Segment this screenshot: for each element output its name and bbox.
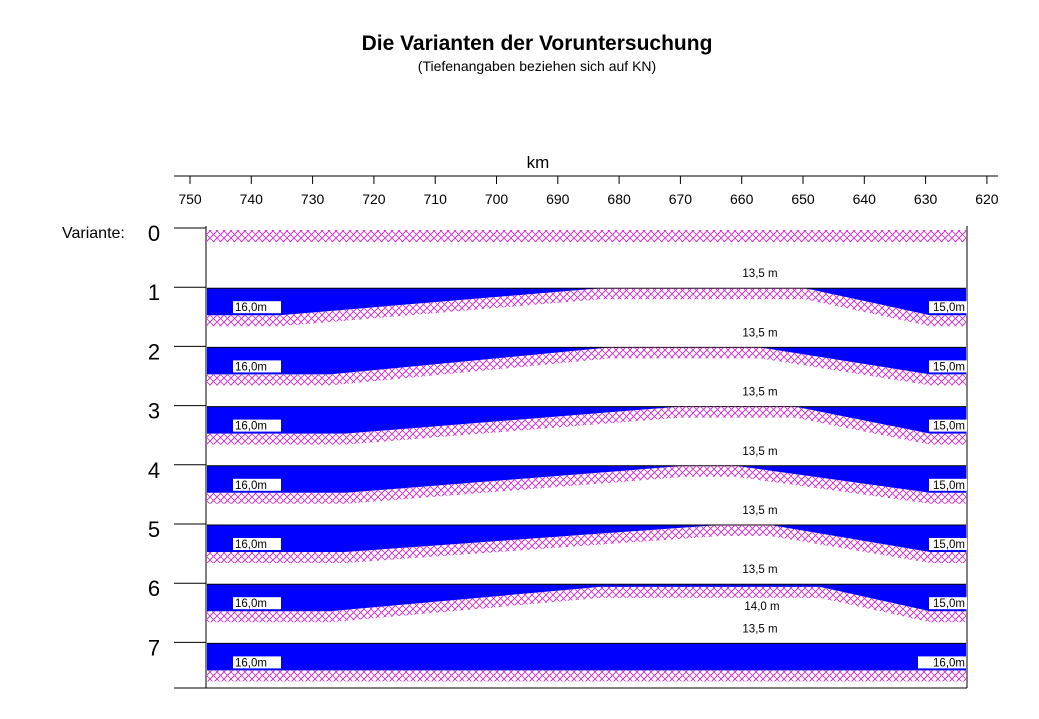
channel-water bbox=[207, 288, 966, 316]
variant-number: 0 bbox=[148, 221, 160, 246]
variant-row-2: 2 13,5 m 16,0m 15,0m bbox=[148, 327, 967, 386]
depth-label-right: 15,0m bbox=[933, 539, 965, 551]
variant-row-6: 6 13,5 m 16,0m 15,0m 14,0 m bbox=[148, 564, 967, 623]
depth-box-right bbox=[929, 597, 967, 610]
axis-unit-label: km bbox=[527, 153, 550, 172]
channel-water bbox=[207, 643, 966, 671]
depth-label-crest: 13,5 m bbox=[742, 505, 777, 517]
riverbed-hatch bbox=[207, 525, 966, 563]
axis-tick-label: 660 bbox=[730, 191, 754, 207]
axis-tick-label: 650 bbox=[791, 191, 815, 207]
riverbed-hatch bbox=[207, 288, 966, 327]
variant-number: 5 bbox=[148, 517, 160, 542]
channel-water bbox=[207, 525, 966, 552]
depth-label-right: 16,0m bbox=[933, 657, 965, 669]
variant-number: 7 bbox=[148, 635, 160, 660]
axis-tick-label: 680 bbox=[607, 191, 631, 207]
axis-tick-label: 750 bbox=[178, 191, 202, 207]
axis-tick-label: 620 bbox=[975, 191, 999, 207]
depth-box-right bbox=[929, 419, 967, 432]
depth-box-left bbox=[233, 478, 281, 491]
axis-tick-label: 640 bbox=[853, 191, 877, 207]
depth-box-left bbox=[233, 301, 281, 314]
depth-label-crest: 13,5 m bbox=[742, 387, 777, 399]
depth-label-left: 16,0m bbox=[235, 302, 267, 314]
depth-box-right bbox=[929, 538, 967, 550]
depth-box-right bbox=[918, 656, 966, 669]
riverbed-hatch bbox=[207, 670, 966, 682]
depth-box-left bbox=[233, 656, 281, 669]
riverbed-hatch bbox=[207, 465, 966, 504]
depth-box-right bbox=[929, 478, 967, 491]
axis-tick-label: 720 bbox=[362, 191, 386, 207]
depth-label-crest: 13,5 m bbox=[742, 623, 777, 635]
variant-row-3: 3 13,5 m 16,0m 15,0m bbox=[148, 387, 967, 445]
variant-axis-label: Variante: bbox=[62, 225, 125, 242]
variant-number: 3 bbox=[148, 399, 160, 424]
depth-box-left bbox=[233, 597, 281, 610]
depth-label-right: 15,0m bbox=[933, 302, 965, 314]
depth-label-right: 15,0m bbox=[933, 480, 965, 492]
variant-row-1: 1 13,5 m 16,0m 15,0m bbox=[148, 268, 967, 327]
depth-label-left: 16,0m bbox=[235, 421, 267, 433]
depth-box-left bbox=[233, 538, 281, 550]
page-subtitle: (Tiefenangaben beziehen sich auf KN) bbox=[418, 58, 656, 74]
channel-water bbox=[207, 584, 966, 612]
depth-label-crest: 13,5 m bbox=[742, 446, 777, 458]
axis-ticks: 750 740 730 720 710 700 690 680 670 660 650 640 630 6… bbox=[178, 176, 999, 207]
channel-water bbox=[207, 465, 966, 493]
riverbed-hatch bbox=[207, 406, 966, 445]
depth-box-right bbox=[929, 360, 967, 373]
variant-rows: 0 1 13,5 m 16,0m 15,0m 2 13,5 m 16,0m 15,0m 3 13,5… bbox=[148, 221, 967, 682]
depth-label-left: 16,0m bbox=[235, 539, 267, 551]
depth-label-right: 15,0m bbox=[933, 421, 965, 433]
channel-water bbox=[207, 347, 966, 375]
riverbed-hatch bbox=[207, 586, 966, 623]
axis-tick-label: 700 bbox=[485, 191, 509, 207]
riverbed-hatch bbox=[207, 230, 966, 242]
depth-label-crest: 13,5 m bbox=[742, 564, 777, 576]
depth-label-right: 15,0m bbox=[933, 598, 965, 610]
axis-tick-label: 740 bbox=[240, 191, 264, 207]
depth-label-left: 16,0m bbox=[235, 598, 267, 610]
channel-water bbox=[207, 406, 966, 434]
variant-row-5: 5 13,5 m 16,0m 15,0m bbox=[148, 505, 967, 563]
depth-box-left bbox=[233, 360, 281, 373]
variant-row-7: 7 13,5 m 16,0m 16,0m bbox=[148, 623, 966, 682]
depth-label-mid: 14,0 m bbox=[744, 601, 779, 613]
axis-tick-label: 730 bbox=[301, 191, 325, 207]
depth-label-left: 16,0m bbox=[235, 480, 267, 492]
depth-label-crest: 13,5 m bbox=[742, 268, 777, 280]
variant-number: 1 bbox=[148, 280, 160, 305]
page-title: Die Varianten der Voruntersuchung bbox=[362, 32, 713, 55]
axis-tick-label: 710 bbox=[424, 191, 448, 207]
variant-row-4: 4 13,5 m 16,0m 15,0m bbox=[148, 446, 967, 504]
axis-tick-label: 690 bbox=[546, 191, 570, 207]
axis-tick-label: 670 bbox=[669, 191, 693, 207]
depth-box-right bbox=[929, 301, 967, 314]
depth-label-crest: 13,5 m bbox=[742, 327, 777, 339]
variant-number: 2 bbox=[148, 339, 160, 364]
depth-box-left bbox=[233, 419, 281, 432]
axis-tick-label: 630 bbox=[914, 191, 938, 207]
depth-label-left: 16,0m bbox=[235, 361, 267, 373]
depth-label-left: 16,0m bbox=[235, 657, 267, 669]
variant-number: 4 bbox=[148, 458, 160, 483]
riverbed-hatch bbox=[207, 347, 966, 386]
variant-row-0: 0 bbox=[148, 221, 966, 246]
depth-label-right: 15,0m bbox=[933, 361, 965, 373]
variant-number: 6 bbox=[148, 576, 160, 601]
